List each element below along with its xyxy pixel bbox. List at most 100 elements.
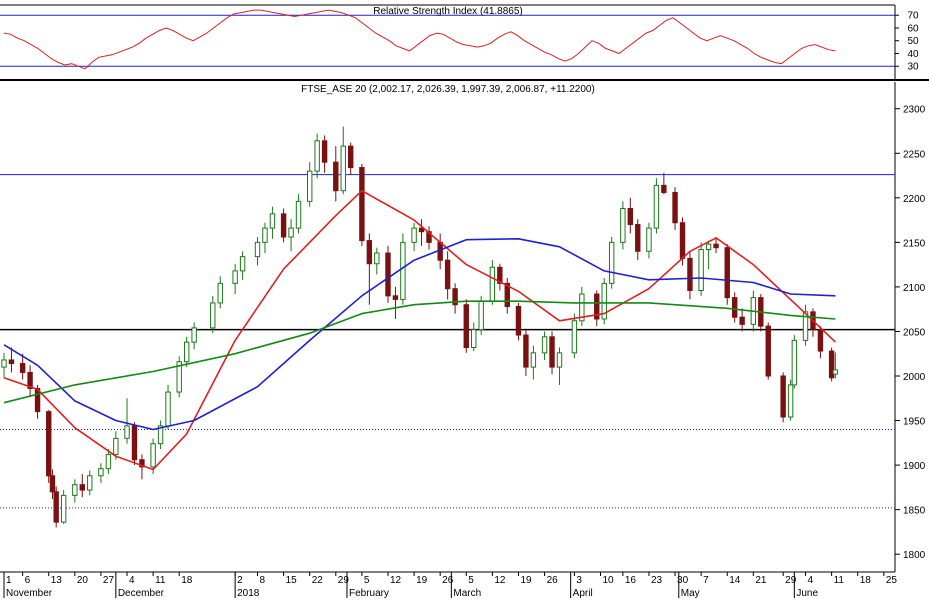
month-label: February	[349, 588, 389, 599]
candle-body	[549, 336, 555, 368]
candle-body	[646, 227, 652, 252]
x-tick-label: 11	[834, 575, 845, 586]
candle-body	[157, 425, 164, 445]
rsi-y-tick-label: 30	[907, 62, 919, 73]
x-tick-label: 29	[785, 575, 797, 586]
candle-body	[139, 459, 145, 468]
x-tick-label: 13	[51, 575, 63, 586]
candle-body	[452, 288, 458, 306]
x-tick-label: 10	[602, 575, 614, 586]
candle-body	[79, 484, 85, 491]
candle-body	[828, 350, 835, 379]
candle-body	[478, 300, 484, 331]
candle-body	[541, 336, 548, 354]
candle-body	[679, 222, 686, 259]
candle-body	[113, 437, 119, 455]
x-tick-label: 12	[494, 575, 506, 586]
y-tick-label: 2200	[903, 194, 926, 205]
candle-body	[418, 227, 425, 233]
rsi-y-tick-label: 60	[907, 23, 919, 34]
candle-body	[653, 184, 660, 229]
candle-body	[321, 140, 328, 163]
candle-body	[210, 302, 216, 329]
candle-body	[627, 208, 634, 226]
candle-body	[497, 266, 503, 284]
candle-body	[530, 352, 537, 368]
x-tick-label: 11	[155, 575, 166, 586]
x-tick-label: 1	[6, 575, 12, 586]
y-tick-label: 1800	[903, 550, 926, 561]
candle-body	[191, 327, 197, 343]
month-label: November	[6, 588, 53, 599]
candle-body	[306, 170, 313, 202]
candle-body	[739, 316, 745, 325]
x-tick-label: 4	[129, 575, 135, 586]
x-tick-label: 25	[886, 575, 898, 586]
x-tick-label: 2	[237, 575, 243, 586]
candle-body	[463, 304, 469, 348]
x-tick-label: 22	[312, 575, 324, 586]
x-tick-label: 30	[677, 575, 689, 586]
candle-body	[504, 282, 510, 308]
candle-body	[239, 256, 246, 272]
x-tick-label: 5	[364, 575, 370, 586]
candle-body	[53, 491, 59, 523]
x-tick-label: 20	[77, 575, 89, 586]
candle-body	[366, 240, 373, 265]
candle-body	[280, 213, 287, 238]
candle-body	[176, 361, 182, 393]
x-tick-label: 26	[547, 575, 559, 586]
y-tick-label: 2100	[903, 283, 926, 294]
candle-body	[832, 369, 839, 375]
y-tick-label: 2000	[903, 372, 926, 383]
candle-body	[72, 484, 78, 496]
month-label: March	[453, 588, 481, 599]
x-tick-label: 4	[808, 575, 814, 586]
candle-body	[333, 161, 339, 192]
candle-body	[217, 282, 223, 304]
candle-body	[124, 425, 130, 439]
candle-body	[444, 259, 451, 290]
candle-body	[579, 293, 585, 322]
candle-body	[392, 295, 399, 300]
rsi-y-tick-label: 40	[907, 49, 919, 60]
candle-body	[348, 145, 354, 169]
candle-body	[340, 145, 346, 192]
candle-body	[295, 200, 302, 229]
month-label: April	[573, 588, 593, 599]
candle-body	[1, 359, 7, 368]
moving-average-line	[3, 300, 836, 404]
x-axis: 1 6 13 20 27 4 11 18 2 8 15 22 29 5 12 19 26 5 12 19 26 3 10 16…	[0, 571, 898, 599]
candle-body	[426, 231, 432, 243]
y-tick-label: 1900	[903, 461, 926, 472]
price-chart-title: FTSE_ASE 20 (2,002.17, 2,026.39, 1,997.3…	[301, 84, 595, 95]
candle-body	[523, 334, 529, 368]
month-label: December	[118, 588, 165, 599]
x-tick-label: 15	[286, 575, 298, 586]
candle-body	[731, 297, 738, 318]
month-label: June	[796, 588, 818, 599]
candle-body	[765, 325, 771, 377]
candle-body	[46, 411, 52, 477]
y-tick-label: 1950	[903, 417, 926, 428]
candle-body	[60, 494, 67, 523]
candle-body	[34, 387, 41, 413]
x-tick-label: 19	[416, 575, 428, 586]
x-tick-label: 26	[442, 575, 454, 586]
candle-body	[802, 311, 809, 341]
moving-average-line	[3, 238, 836, 431]
x-tick-label: 23	[651, 575, 663, 586]
candle-body	[87, 475, 93, 491]
x-tick-label: 7	[703, 575, 709, 586]
y-tick-label: 1850	[903, 506, 926, 517]
x-tick-label: 18	[181, 575, 193, 586]
candle-body	[232, 270, 238, 284]
x-tick-label: 6	[25, 575, 31, 586]
candle-body	[817, 329, 824, 352]
candle-body	[724, 247, 730, 299]
y-tick-label: 2300	[903, 105, 926, 116]
candle-body	[254, 241, 261, 258]
candle-body	[98, 468, 104, 477]
candle-body	[288, 227, 294, 238]
